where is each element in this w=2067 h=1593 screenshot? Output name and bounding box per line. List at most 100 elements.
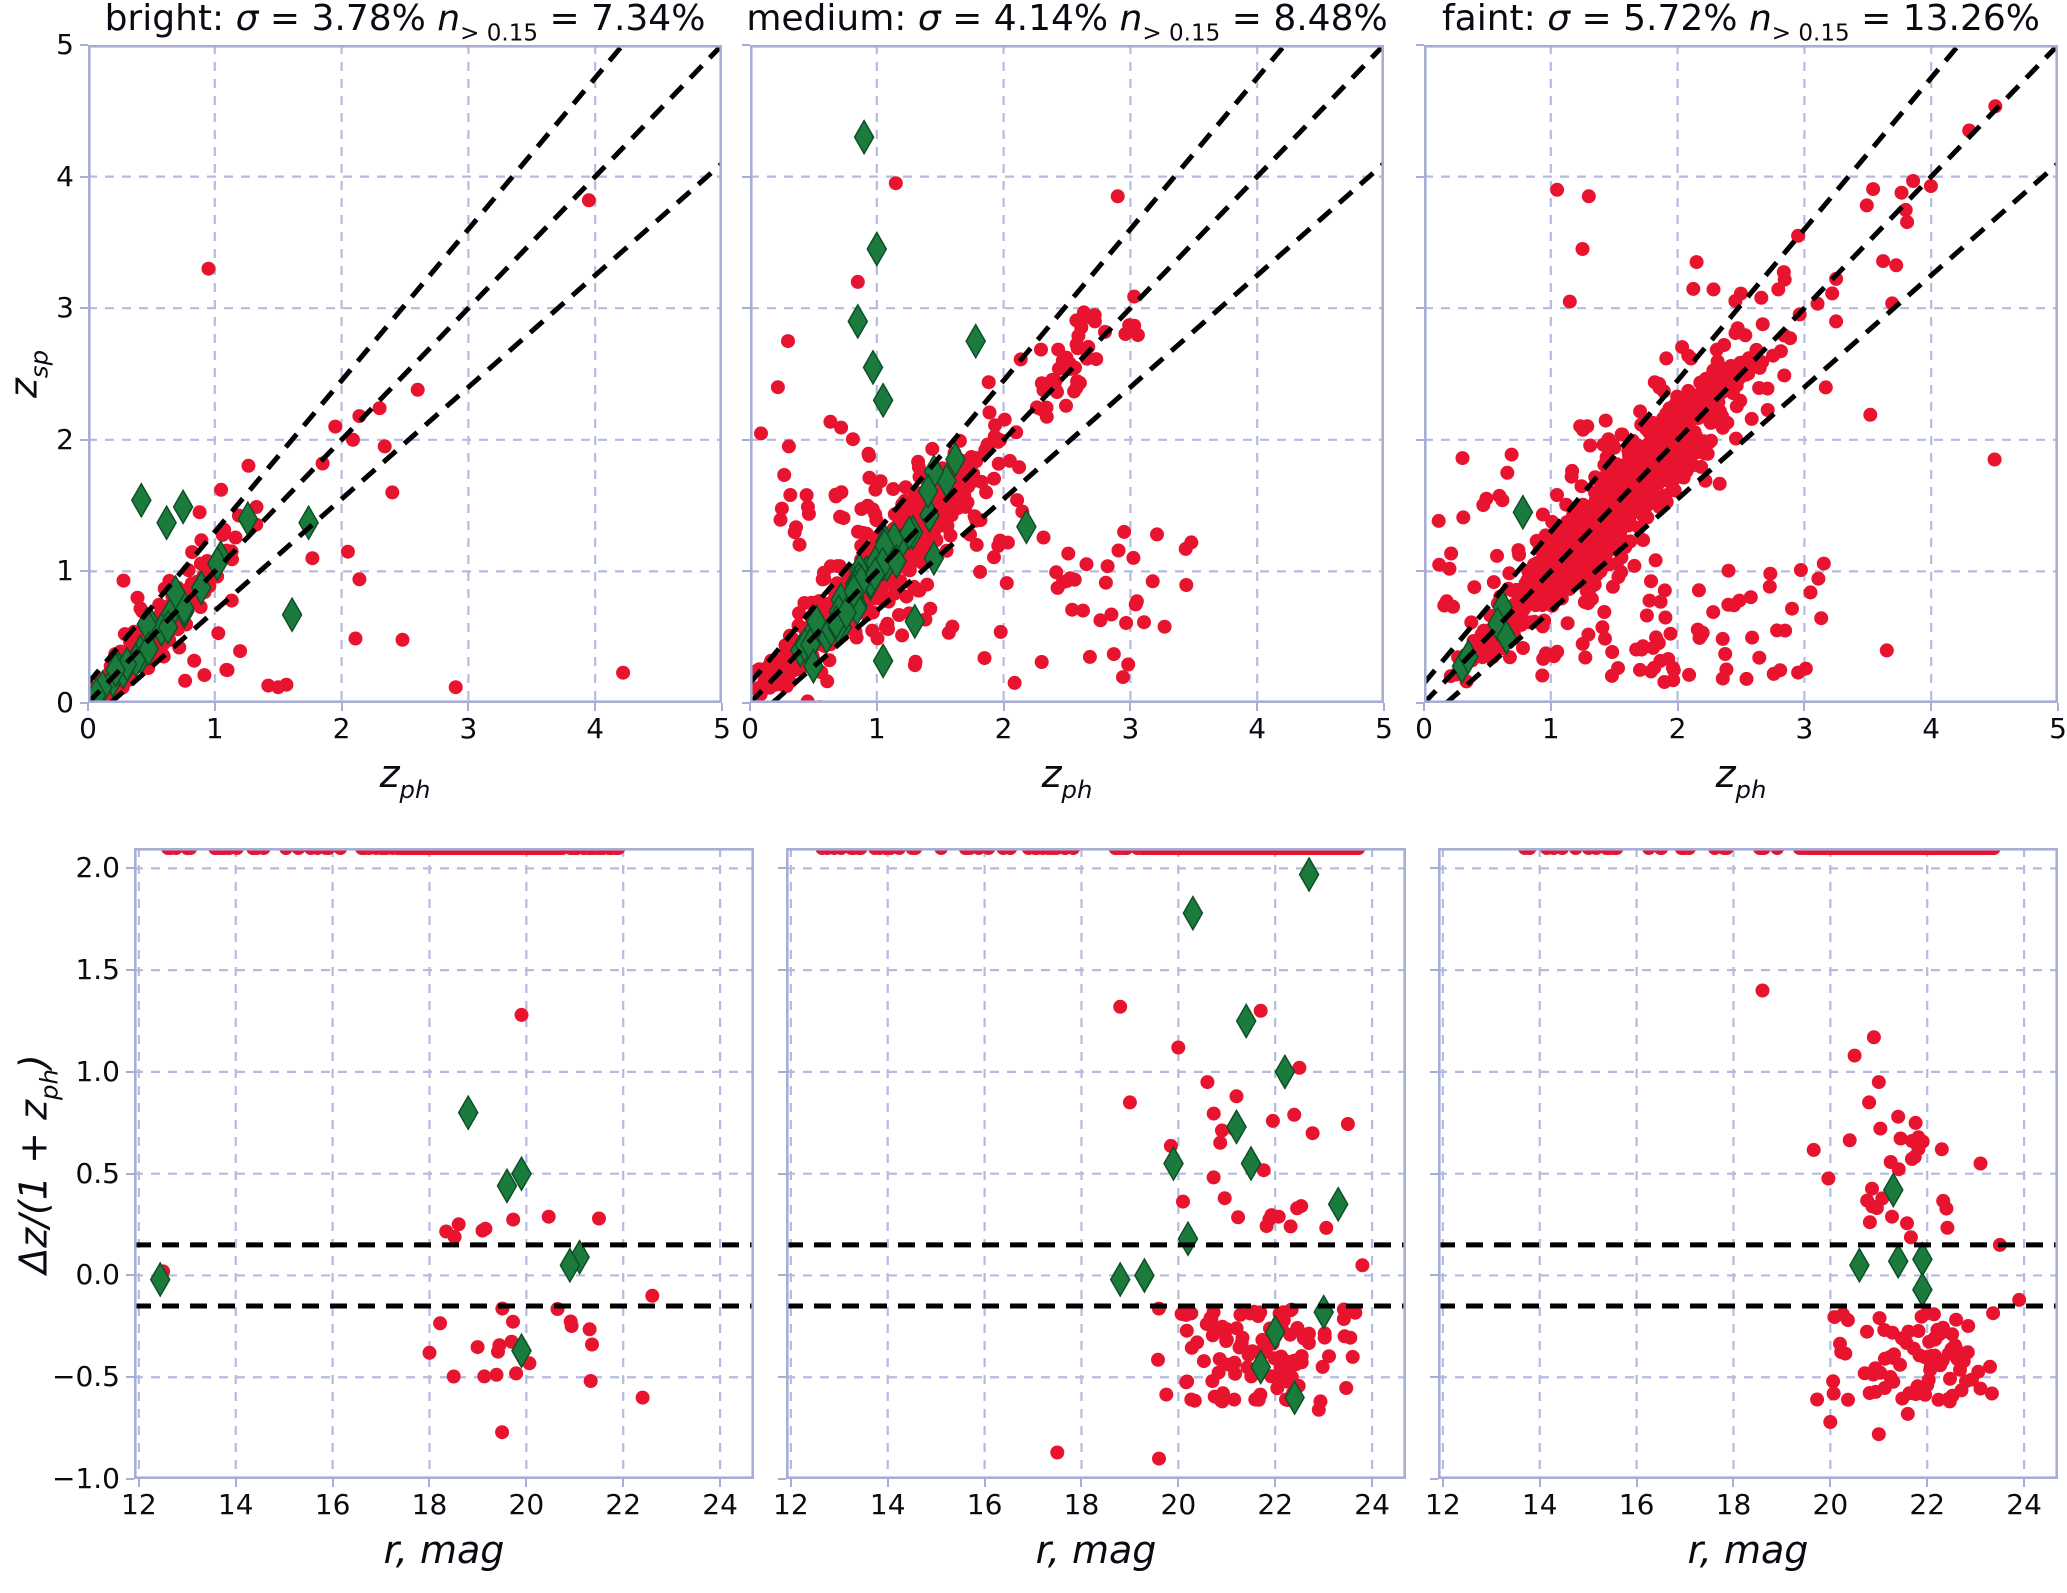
x-tick-label: 2 (1668, 712, 1687, 745)
x-tick-mark (340, 703, 343, 711)
x-tick-mark (1371, 1479, 1374, 1487)
x-tick-label: 18 (1715, 1488, 1752, 1521)
x-tick-mark (137, 1479, 140, 1487)
x-tick-mark (1732, 1479, 1735, 1487)
x-tick-mark (721, 703, 723, 711)
y-tick-label: 1 (56, 554, 74, 588)
x-tick-mark (428, 1479, 431, 1487)
panel-faint-zsp-title: faint: σ = 5.72% n> 0.15 = 13.26% (1442, 0, 2040, 47)
panel-faint-dz-xaxis-label: r, mag (1687, 1528, 1809, 1572)
x-tick-label: 20 (1160, 1488, 1197, 1521)
y-tick-mark (778, 1070, 786, 1073)
y-tick-mark (1430, 1172, 1438, 1175)
y-tick-label: −1.0 (52, 1462, 120, 1495)
x-tick-mark (749, 703, 751, 711)
x-tick-label: 16 (314, 1488, 351, 1521)
y-tick-mark (742, 44, 750, 46)
x-tick-mark (1538, 1479, 1541, 1487)
x-tick-label: 16 (966, 1488, 1003, 1521)
x-tick-label: 22 (1257, 1488, 1294, 1521)
x-tick-mark (1635, 1479, 1638, 1487)
x-tick-mark (1829, 1479, 1832, 1487)
y-tick-mark (778, 867, 786, 870)
y-tick-mark (742, 570, 750, 573)
y-tick-mark (1416, 44, 1424, 46)
y-tick-mark (1416, 570, 1424, 573)
x-tick-mark (467, 703, 470, 711)
y-tick-mark (778, 1274, 786, 1277)
panel-bright-zsp-xaxis-label: zph (379, 752, 431, 804)
panel-medium-zsp-title: medium: σ = 4.14% n> 0.15 = 8.48% (746, 0, 1388, 47)
x-tick-mark (331, 1479, 334, 1487)
x-tick-mark (875, 703, 878, 711)
x-tick-label: 5 (2049, 712, 2067, 745)
x-tick-label: 22 (1909, 1488, 1946, 1521)
x-tick-label: 3 (459, 712, 478, 745)
x-tick-mark (1080, 1479, 1083, 1487)
y-tick-mark (1430, 969, 1438, 972)
y-tick-mark (1430, 1478, 1438, 1480)
x-tick-label: 2 (994, 712, 1013, 745)
x-tick-label: 24 (2006, 1488, 2042, 1521)
x-tick-label: 20 (1812, 1488, 1849, 1521)
x-tick-mark (2057, 703, 2059, 711)
x-tick-mark (1926, 1479, 1929, 1487)
x-tick-label: 5 (1375, 712, 1393, 745)
panel-bright-zsp-plot (88, 45, 722, 703)
x-tick-mark (1803, 703, 1806, 711)
series-green-diamonds (1849, 1171, 1933, 1308)
x-tick-label: 4 (1248, 712, 1267, 745)
y-tick-mark (126, 1172, 134, 1175)
x-tick-label: 24 (702, 1488, 738, 1521)
x-tick-label: 1 (205, 712, 224, 745)
y-tick-mark (742, 702, 750, 704)
y-tick-mark (1416, 438, 1424, 441)
x-tick-label: 14 (217, 1488, 254, 1521)
x-tick-label: 24 (1354, 1488, 1390, 1521)
y-tick-mark (126, 1376, 134, 1379)
y-tick-mark (126, 1478, 134, 1480)
y-tick-label: 0 (56, 686, 74, 719)
x-tick-mark (213, 703, 216, 711)
x-tick-label: 2 (332, 712, 351, 745)
y-tick-mark (80, 702, 88, 704)
panel-bright-dz-plot (134, 848, 754, 1479)
y-tick-mark (1430, 867, 1438, 870)
x-tick-mark (719, 1479, 722, 1487)
x-tick-mark (1930, 703, 1933, 711)
y-tick-mark (1430, 1376, 1438, 1379)
x-tick-label: 4 (586, 712, 605, 745)
y-tick-mark (742, 175, 750, 178)
y-tick-mark (80, 44, 88, 46)
x-tick-label: 18 (1063, 1488, 1100, 1521)
y-tick-mark (778, 1172, 786, 1175)
x-tick-label: 12 (121, 1488, 157, 1521)
y-tick-mark (1430, 1274, 1438, 1277)
panel-faint-dz-plot (1438, 848, 2058, 1479)
y-tick-label: 0.0 (75, 1258, 120, 1292)
panel-faint-zsp-plot (1424, 45, 2058, 703)
y-tick-mark (80, 175, 88, 178)
x-tick-label: 14 (869, 1488, 906, 1521)
y-tick-mark (80, 570, 88, 573)
y-tick-label: 2.0 (75, 851, 120, 885)
panel-bright-dz-yaxis-label: Δz/(1 + zph) (11, 1053, 64, 1274)
x-tick-mark (1549, 703, 1552, 711)
x-tick-mark (87, 703, 89, 711)
y-tick-mark (126, 969, 134, 972)
y-tick-mark (1416, 702, 1424, 704)
x-tick-label: 3 (1121, 712, 1140, 745)
y-tick-label: 1.0 (75, 1054, 120, 1088)
y-tick-mark (742, 307, 750, 310)
y-tick-label: 0.5 (75, 1156, 120, 1190)
x-tick-mark (1423, 703, 1425, 711)
y-tick-mark (742, 438, 750, 441)
x-tick-mark (789, 1479, 792, 1487)
x-tick-mark (234, 1479, 237, 1487)
x-tick-mark (594, 703, 597, 711)
x-tick-label: 1 (1541, 712, 1560, 745)
x-tick-mark (2023, 1479, 2026, 1487)
x-tick-label: 0 (1415, 712, 1433, 745)
x-tick-label: 12 (1425, 1488, 1461, 1521)
